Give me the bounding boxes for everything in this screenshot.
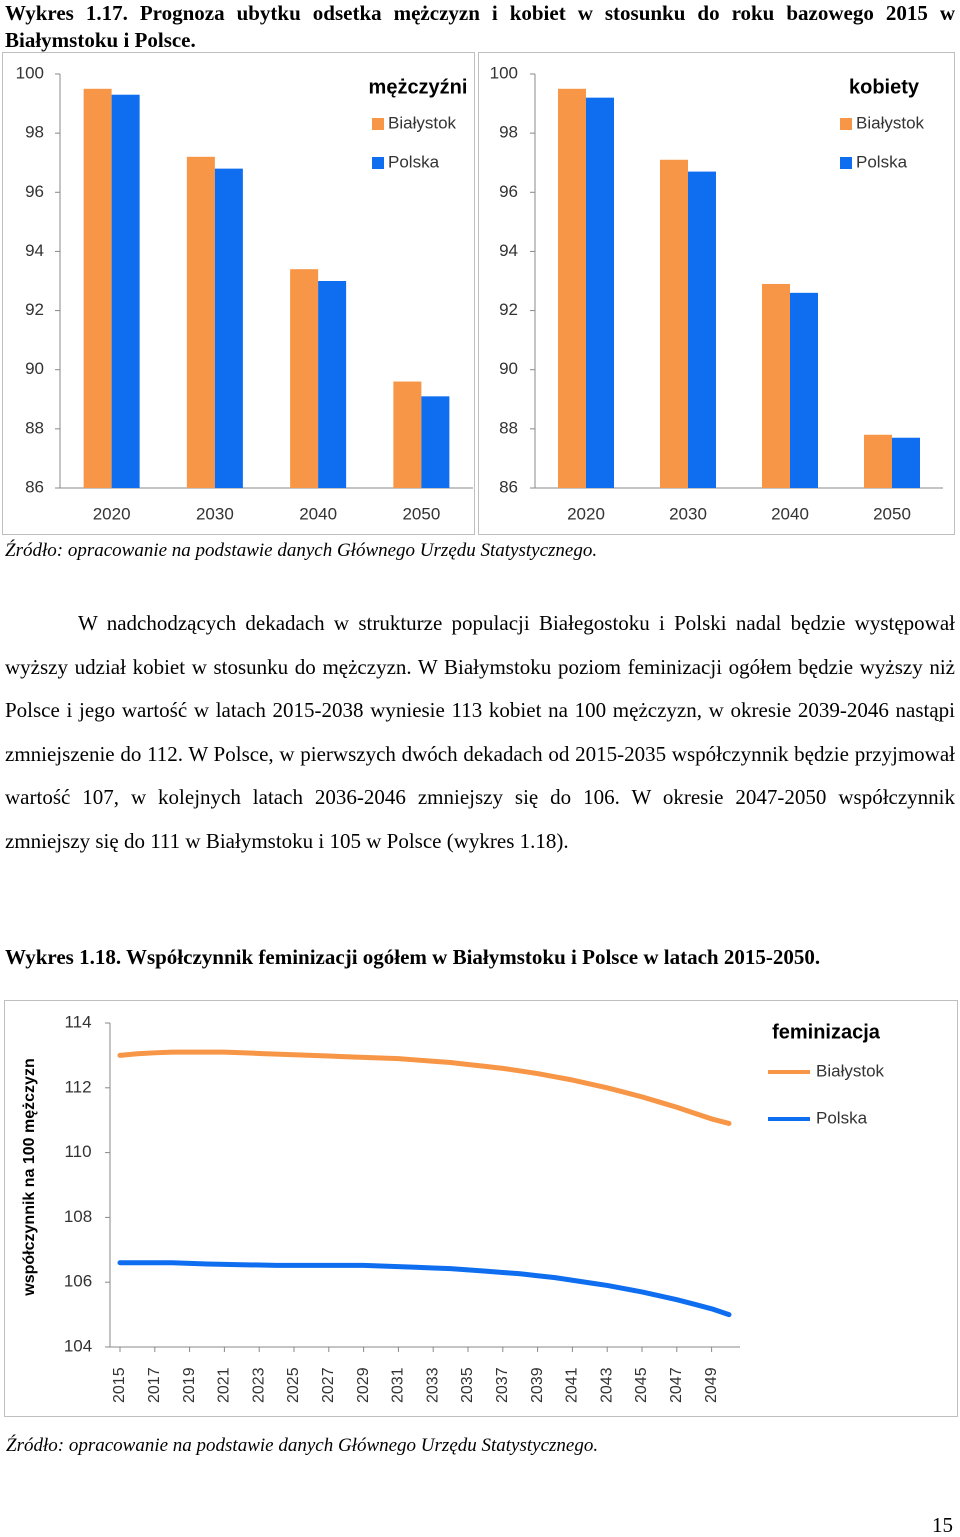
- y-tick-label: 100: [490, 63, 518, 82]
- legend-label: Białystok: [856, 113, 925, 132]
- y-tick-label: 114: [64, 1012, 91, 1031]
- y-tick-label: 98: [25, 123, 44, 142]
- y-tick-label: 92: [499, 300, 518, 319]
- y-tick-label: 88: [499, 418, 518, 437]
- chart: 104 106 108 110 112 114 feminizacja Białystok Po…: [4, 1000, 958, 1417]
- paragraph: W nadchodzących dekadach w strukturze po…: [5, 611, 955, 853]
- legend-label: Polska: [388, 152, 440, 171]
- x-tick-label: 2035: [459, 1367, 476, 1403]
- bar: [864, 434, 892, 488]
- y-tick-label: 94: [499, 241, 518, 260]
- x-tick-label: 2037: [494, 1367, 511, 1403]
- bar: [660, 159, 688, 488]
- y-tick-label: 100: [16, 63, 44, 82]
- y-tick-label: 98: [499, 123, 518, 142]
- legend-title: mężczyźni: [369, 76, 468, 98]
- legend-swatch: [840, 157, 852, 169]
- legend-label: Białystok: [816, 1061, 885, 1080]
- bar: [393, 381, 422, 488]
- x-tick-label: 2045: [633, 1367, 650, 1403]
- figure-title: Wykres 1.18. Współczynnik feminizacji og…: [5, 945, 821, 969]
- x-tick-label: 2039: [529, 1367, 546, 1403]
- y-tick-label: 108: [64, 1207, 92, 1226]
- y-tick-label: 94: [25, 241, 44, 260]
- bar: [558, 88, 586, 489]
- bar: [214, 168, 243, 488]
- bar: [688, 171, 716, 488]
- x-tick-label: 2030: [196, 504, 234, 523]
- x-tick-label: 2050: [873, 504, 911, 523]
- x-tick-label: 2030: [669, 504, 707, 523]
- legend-label: Białystok: [388, 113, 457, 132]
- x-tick-label: 2031: [390, 1367, 407, 1403]
- source: Źródło: opracowanie na podstawie danych …: [6, 1435, 599, 1456]
- chart-border: [4, 1000, 958, 1417]
- bar: [762, 283, 790, 488]
- line: [117, 1049, 732, 1126]
- bar: [83, 88, 112, 489]
- bar: [318, 281, 347, 488]
- x-tick-label: 2015: [111, 1367, 128, 1403]
- x-tick-label: 2049: [703, 1367, 720, 1403]
- y-tick-label: 106: [64, 1272, 92, 1291]
- x-tick-label: 2043: [598, 1367, 615, 1403]
- y-tick-label: 90: [499, 359, 518, 378]
- x-tick-label: 2025: [285, 1367, 302, 1403]
- x-tick-label: 2033: [424, 1367, 441, 1403]
- legend-swatch: [372, 118, 384, 130]
- legend-swatch: [372, 157, 384, 169]
- bar: [290, 269, 319, 488]
- chart: 86 88 90 92 94 96 98 100 mężczyźni Białystok Polsk…: [2, 52, 475, 535]
- y-tick-label: 104: [64, 1336, 92, 1355]
- x-tick-label: 2017: [146, 1367, 163, 1403]
- y-tick-label: 112: [64, 1077, 91, 1096]
- x-tick-label: 2029: [355, 1367, 372, 1403]
- y-tick-label: 110: [64, 1142, 91, 1161]
- source: Źródło: opracowanie na podstawie danych …: [5, 540, 598, 561]
- x-tick-label: 2047: [668, 1367, 685, 1403]
- bar: [586, 97, 614, 489]
- x-tick-label: 2023: [250, 1367, 267, 1403]
- page-number: 15: [932, 1513, 953, 1537]
- chart-border: [478, 52, 955, 535]
- x-tick-label: 2021: [216, 1367, 233, 1403]
- y-tick-label: 86: [25, 477, 44, 496]
- bar: [892, 437, 920, 488]
- x-tick-label: 2040: [771, 504, 809, 523]
- x-tick-label: 2040: [299, 504, 337, 523]
- y-tick-label: 96: [25, 182, 44, 201]
- bar: [421, 396, 450, 488]
- bar: [186, 156, 215, 489]
- legend-label: Polska: [856, 152, 908, 171]
- legend-swatch: [840, 118, 852, 130]
- chart: 86 88 90 92 94 96 98 100 kobiety Białystok Polska 2…: [478, 52, 955, 535]
- legend-title: feminizacja: [772, 1021, 881, 1043]
- x-tick-label: 2041: [564, 1367, 581, 1403]
- figure-title: Wykres 1.17. Prognoza ubytku odsetka męż…: [5, 1, 955, 52]
- y-tick-label: 86: [499, 477, 518, 496]
- legend-label: Polska: [816, 1108, 868, 1127]
- x-tick-label: 2020: [567, 504, 605, 523]
- y-tick-label: 92: [25, 300, 44, 319]
- y-tick-label: 90: [25, 359, 44, 378]
- x-tick-label: 2020: [93, 504, 131, 523]
- bar: [111, 94, 140, 488]
- y-tick-label: 96: [499, 182, 518, 201]
- x-tick-label: 2050: [402, 504, 440, 523]
- bar: [790, 292, 818, 488]
- x-tick-label: 2027: [320, 1367, 337, 1403]
- y-tick-label: 88: [25, 418, 44, 437]
- y-axis-title: współczynnik na 100 mężczyzn: [21, 1058, 38, 1296]
- x-tick-label: 2019: [181, 1367, 198, 1403]
- chart-border: [2, 52, 475, 535]
- line: [117, 1260, 732, 1318]
- legend-title: kobiety: [849, 76, 920, 98]
